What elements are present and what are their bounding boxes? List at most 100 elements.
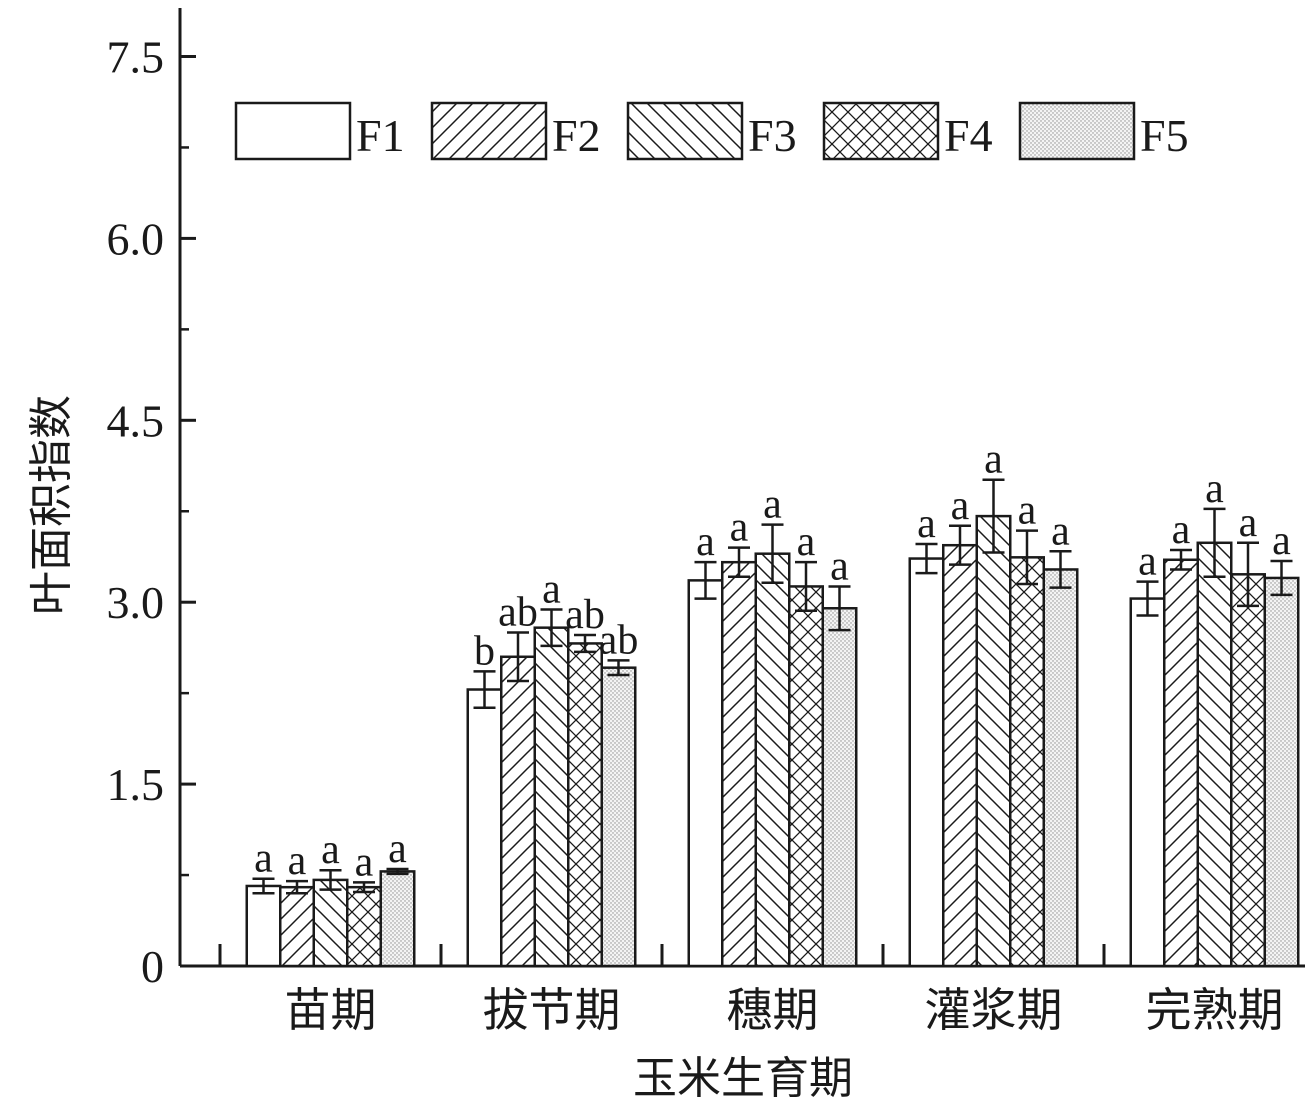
- error-bar: [1237, 541, 1259, 608]
- significance-label: a: [1138, 539, 1157, 585]
- error-bar: [949, 524, 971, 566]
- error-bar: [1270, 559, 1293, 597]
- legend-label: F5: [1140, 110, 1189, 161]
- legend-swatch: [626, 101, 744, 161]
- significance-label: a: [1272, 518, 1291, 564]
- bar: [687, 579, 724, 968]
- legend-label: F4: [944, 110, 993, 161]
- bar: [788, 585, 824, 968]
- bar: [1263, 576, 1300, 968]
- bar: [1196, 541, 1233, 968]
- significance-label: a: [321, 827, 340, 873]
- significance-label: a: [951, 483, 970, 529]
- legend-swatch: [430, 101, 548, 161]
- error-bar: [353, 881, 375, 894]
- legend-swatch: [1018, 101, 1136, 161]
- significance-label: ab: [498, 590, 538, 636]
- error-bar: [795, 560, 817, 612]
- y-tick-label: 3.0: [107, 577, 165, 628]
- legend-swatch: [234, 101, 352, 161]
- legend-label: F2: [552, 110, 601, 161]
- error-bar: [252, 877, 275, 895]
- x-tick-label: 穗期: [727, 983, 819, 1037]
- error-bar: [574, 633, 596, 654]
- x-tick-label: 灌浆期: [925, 983, 1063, 1037]
- error-bar: [1049, 550, 1072, 589]
- legend: F1 F2 F3 F4 F5: [234, 101, 1189, 161]
- error-bar: [694, 560, 717, 600]
- error-bar: [728, 546, 750, 578]
- significance-label: a: [1239, 500, 1258, 546]
- y-tick-label: 1.5: [107, 759, 165, 810]
- significance-label: a: [1172, 507, 1191, 553]
- significance-label: a: [288, 838, 307, 884]
- error-bar: [1016, 529, 1038, 586]
- bar: [1163, 558, 1199, 968]
- axes: 0 1.5 3.0 4.5 6.0 7.5 苗期 拔节期 穗期 灌浆期 完熟期: [107, 8, 1305, 1037]
- bar: [1009, 556, 1045, 968]
- y-tick-label: 0: [141, 941, 164, 992]
- significance-label: b: [474, 628, 495, 674]
- y-tick-label: 4.5: [107, 395, 165, 446]
- bar: [975, 514, 1012, 968]
- error-bar: [507, 631, 529, 683]
- significance-label: a: [917, 501, 936, 547]
- x-axis-label: 玉米生育期: [633, 1053, 853, 1104]
- significance-label: a: [730, 505, 749, 551]
- bar: [245, 884, 282, 968]
- error-bar: [386, 867, 409, 876]
- y-tick-label: 7.5: [107, 32, 165, 83]
- bar: [567, 642, 603, 968]
- bar: [346, 885, 382, 968]
- y-tick-label: 6.0: [107, 213, 165, 264]
- significance-label: a: [1205, 466, 1224, 512]
- bars: [245, 514, 1300, 968]
- significance-label: a: [696, 519, 715, 565]
- error-bar: [761, 523, 784, 585]
- legend-label: F3: [748, 110, 797, 161]
- significance-label: a: [1051, 508, 1070, 554]
- error-bar: [473, 670, 496, 709]
- significance-label: a: [797, 519, 816, 565]
- error-bar: [828, 585, 851, 632]
- legend-item: F4: [822, 101, 993, 161]
- legend-item: F5: [1018, 101, 1189, 161]
- error-bar: [607, 659, 630, 677]
- bar: [533, 626, 570, 968]
- significance-label: a: [542, 566, 561, 612]
- bar: [754, 552, 791, 968]
- significance-label: a: [984, 437, 1003, 483]
- y-axis-label: 叶面积指数: [26, 395, 77, 615]
- bar: [379, 870, 416, 968]
- bar: [721, 560, 757, 968]
- significance-label: a: [1018, 488, 1037, 534]
- bar: [908, 557, 945, 968]
- legend-item: F3: [626, 101, 797, 161]
- error-bar: [1170, 548, 1192, 571]
- bar: [1129, 597, 1166, 968]
- legend-item: F1: [234, 101, 405, 161]
- bar: [500, 655, 536, 968]
- x-tick-label: 拔节期: [483, 983, 621, 1037]
- error-bar: [1203, 507, 1226, 578]
- significance-label: a: [763, 482, 782, 528]
- bar: [1042, 568, 1079, 968]
- significance-label: ab: [599, 617, 639, 663]
- error-bar: [540, 608, 563, 648]
- significance-label: a: [355, 839, 374, 885]
- x-tick-label: 苗期: [285, 983, 377, 1037]
- error-bar: [982, 478, 1005, 554]
- significance-label: a: [830, 543, 849, 589]
- bar: [600, 666, 637, 968]
- x-tick-label: 完熟期: [1146, 983, 1284, 1037]
- bar: [821, 607, 858, 968]
- error-bar: [319, 868, 342, 891]
- bar: [279, 885, 315, 968]
- significance-label: a: [388, 826, 407, 872]
- bar: [942, 543, 978, 968]
- error-bar: [1136, 580, 1159, 617]
- error-bar: [286, 879, 308, 895]
